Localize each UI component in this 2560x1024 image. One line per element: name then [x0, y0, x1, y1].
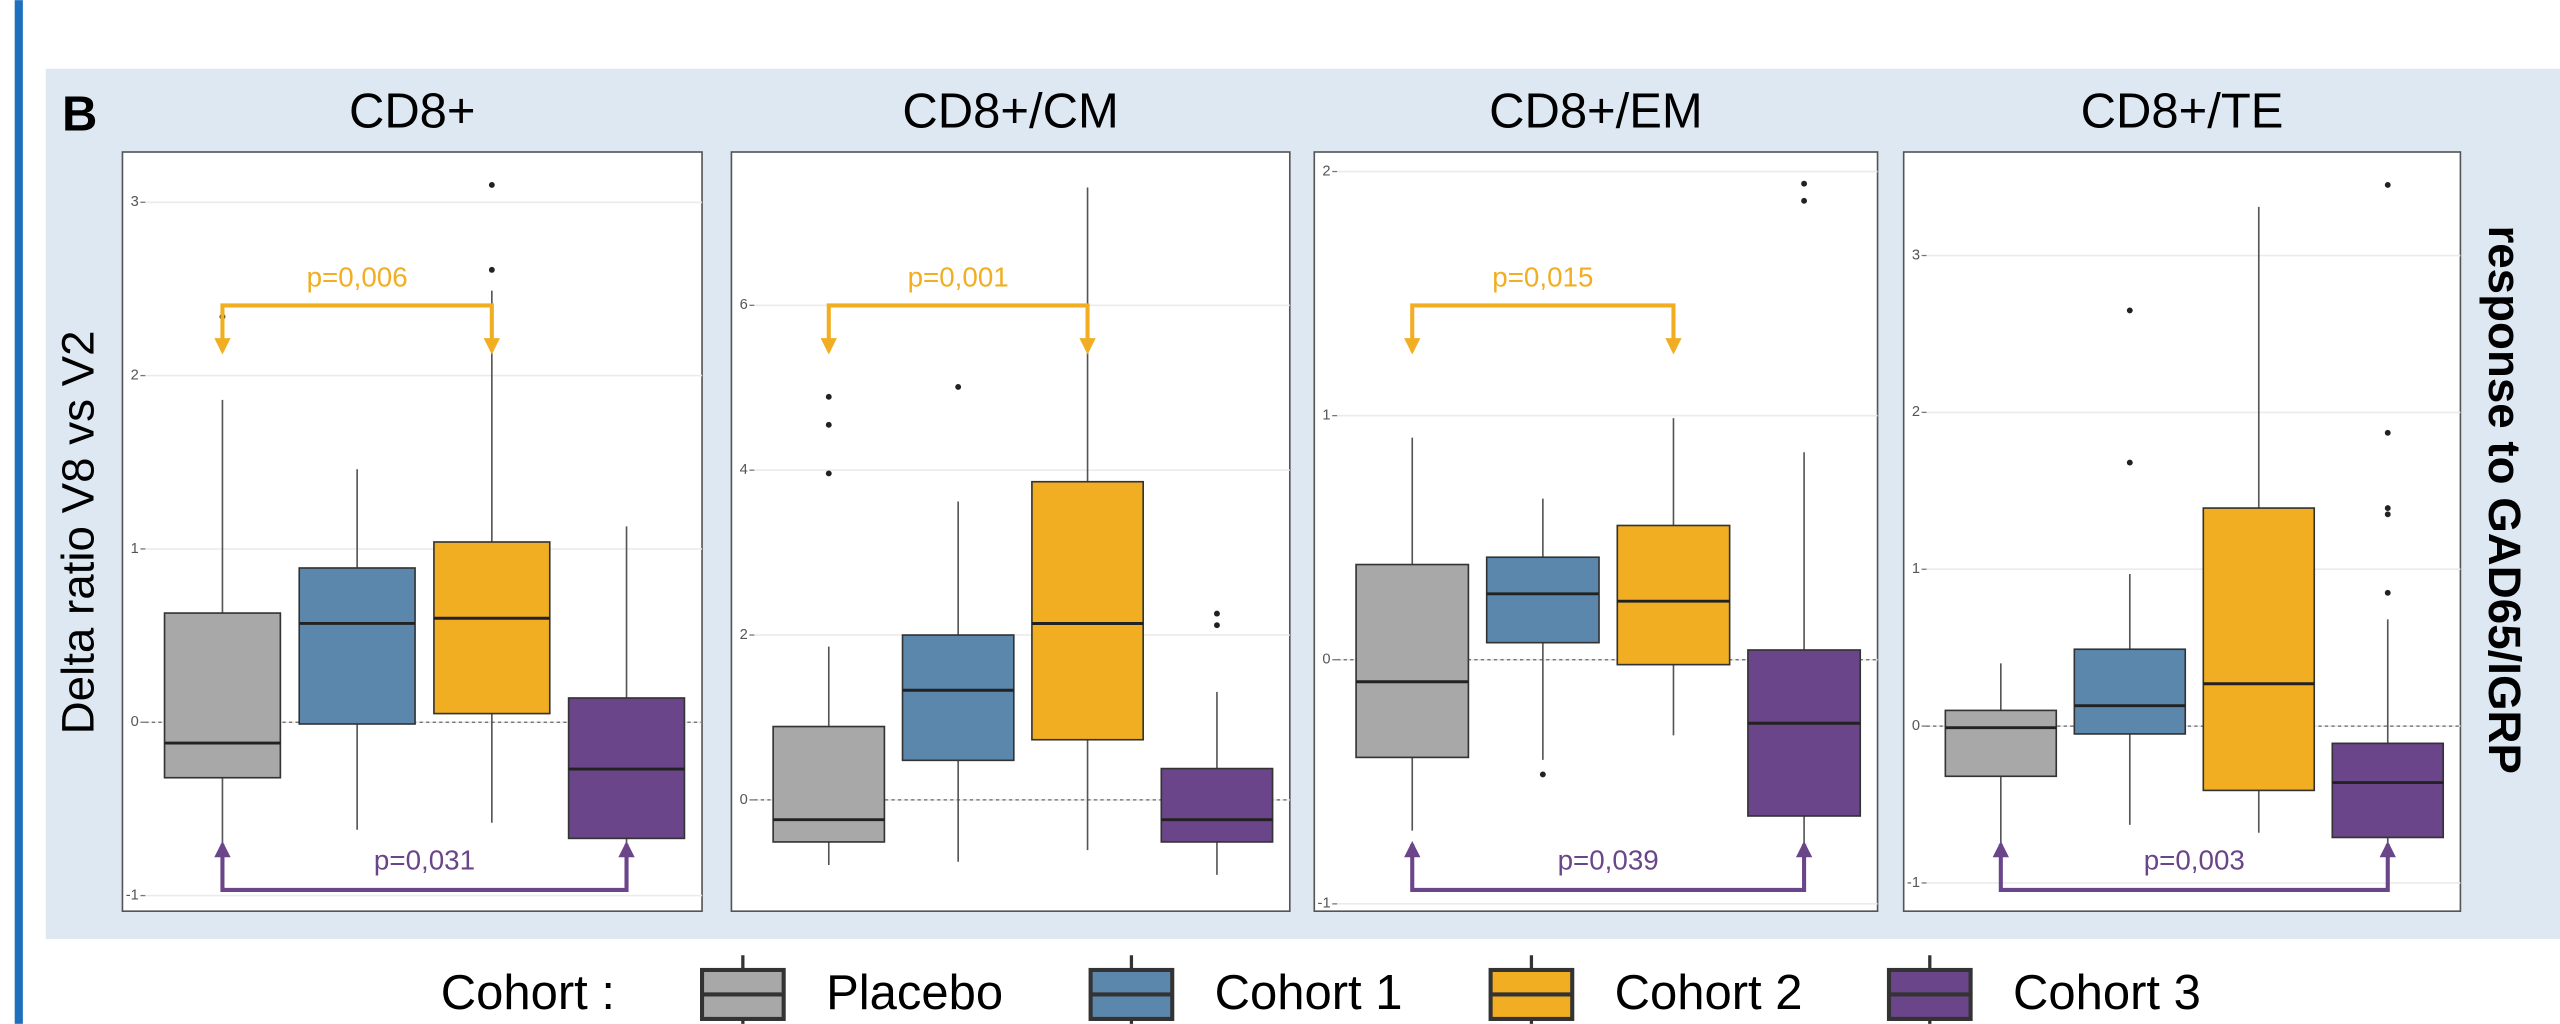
outlier [1801, 197, 1808, 204]
right-label: response to GAD65/IGRP [2479, 225, 2530, 774]
outlier [2384, 182, 2391, 188]
box [1031, 480, 1145, 741]
arrow-head [618, 840, 635, 858]
arrow-head [214, 840, 231, 858]
arrow-head [1665, 338, 1682, 355]
comparison-bracket [820, 303, 1096, 355]
outlier [825, 393, 832, 400]
comparison-bracket [1992, 840, 2396, 893]
outlier [825, 421, 832, 428]
y-axis-label: Delta ratio V8 vs V2 [53, 330, 104, 734]
box [1160, 767, 1274, 843]
y-tick-label: 2 [1322, 163, 1330, 179]
arrow-head [1992, 840, 2009, 858]
panel-title: CD8+/TE [2081, 84, 2284, 138]
box [2202, 507, 2316, 792]
legend-label: Cohort 2 [1615, 966, 1803, 1020]
p-value-label: p=0,001 [908, 262, 1009, 293]
y-tick-label: 4 [740, 462, 748, 478]
box [163, 612, 282, 779]
outlier [2384, 511, 2391, 518]
y-tick-label: 1 [1912, 561, 1920, 577]
y-tick-label: 0 [1322, 652, 1330, 668]
left-border [14, 0, 23, 1024]
p-value-label: p=0,039 [1558, 845, 1659, 876]
panel-title: CD8+/CM [902, 84, 1118, 138]
bracket-line [1998, 844, 2390, 893]
bracket-line [826, 303, 1090, 352]
comparison-bracket [1404, 840, 1813, 893]
box [298, 567, 416, 725]
box [772, 725, 886, 843]
y-tick-label: -1 [1318, 896, 1331, 912]
outlier [1214, 622, 1220, 629]
arrow-head [1404, 338, 1421, 355]
comparison-bracket [1404, 303, 1682, 355]
legend-label: Placebo [826, 966, 1003, 1020]
y-tick-label: 1 [131, 541, 139, 557]
y-tick-label: -1 [126, 887, 139, 903]
legend-label: Cohort 3 [2013, 966, 2201, 1020]
outlier [2126, 307, 2133, 314]
bracket-line [220, 844, 629, 893]
arrow-head [1795, 840, 1813, 858]
legend: Cohort : Placebo Cohort 1 Cohort 2 Cohort 3 [441, 955, 2201, 1024]
bracket-line [1410, 303, 1676, 352]
bracket-line [1410, 844, 1807, 893]
bracket-line [220, 303, 494, 352]
outlier [2384, 429, 2391, 436]
box [1355, 563, 1470, 759]
comparison-bracket [214, 303, 500, 355]
box [901, 634, 1015, 762]
y-tick-label: 0 [1912, 718, 1920, 734]
arrow-head [2379, 840, 2396, 858]
panel-title: CD8+ [349, 84, 476, 138]
legend-label: Cohort 1 [1215, 966, 1403, 1020]
box [2331, 742, 2445, 839]
outlier [955, 383, 962, 390]
p-value-label: p=0,006 [307, 262, 408, 293]
box [2073, 648, 2187, 735]
y-tick-label: -1 [1907, 875, 1920, 891]
legend-title: Cohort : [441, 966, 615, 1020]
outlier [825, 470, 832, 477]
panel-label: B [62, 88, 97, 142]
box [1616, 524, 1731, 666]
box [1485, 556, 1600, 644]
outlier [1539, 771, 1546, 778]
outlier [2384, 505, 2391, 512]
outlier [2384, 589, 2391, 596]
outlier [2126, 459, 2133, 466]
p-value-label: p=0,015 [1492, 262, 1593, 293]
arrow-head [214, 338, 231, 355]
y-tick-label: 2 [131, 367, 139, 383]
y-tick-label: 3 [131, 194, 139, 210]
box [1747, 649, 1862, 817]
outlier [1214, 610, 1220, 617]
y-tick-label: 3 [1912, 247, 1920, 263]
arrow-head [1079, 338, 1096, 355]
arrow-head [483, 338, 500, 355]
box [1944, 709, 2058, 778]
arrow-head [1404, 840, 1421, 858]
box [433, 541, 551, 715]
arrow-head [820, 338, 837, 355]
y-tick-label: 0 [740, 792, 748, 808]
p-value-label: p=0,031 [374, 845, 475, 876]
outlier [1801, 180, 1808, 187]
outlier [488, 181, 495, 188]
comparison-bracket [214, 840, 635, 893]
y-tick-label: 1 [1322, 408, 1330, 424]
outlier [488, 266, 495, 273]
y-tick-label: 2 [1912, 404, 1920, 420]
y-tick-label: 2 [740, 627, 748, 643]
y-tick-label: 6 [740, 297, 748, 313]
panel-title: CD8+/EM [1489, 84, 1703, 138]
p-value-label: p=0,003 [2144, 845, 2245, 876]
y-tick-label: 0 [131, 714, 139, 730]
